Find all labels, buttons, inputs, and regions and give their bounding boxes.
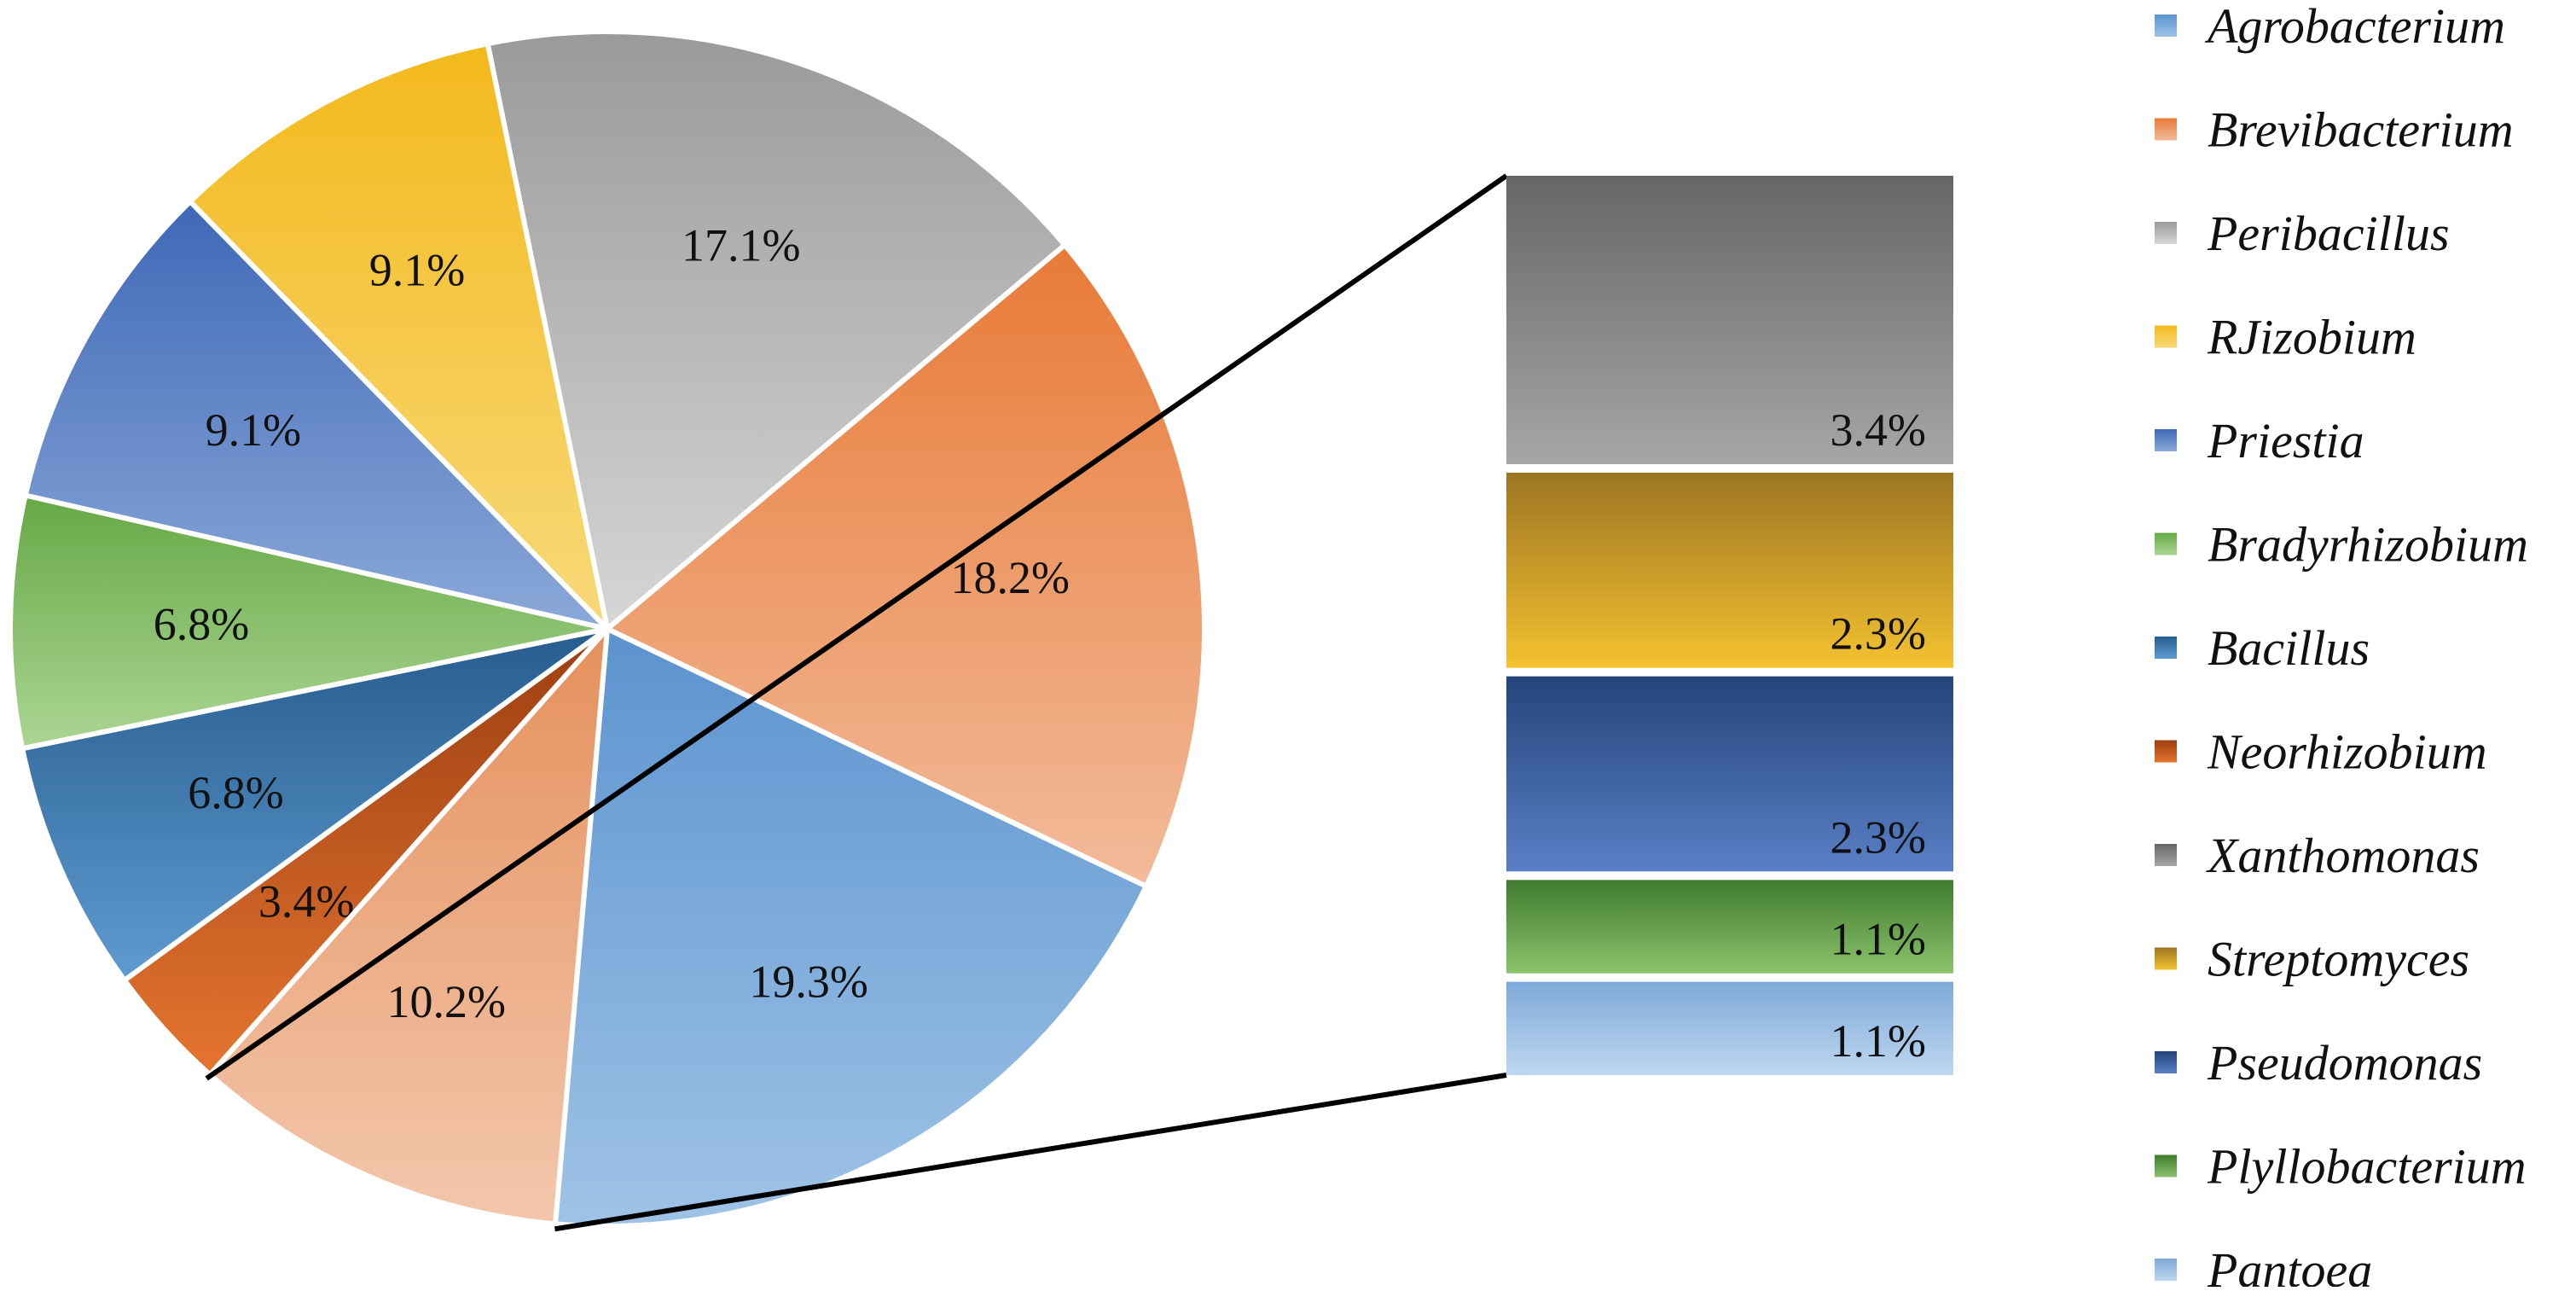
pie-slice-rjizobium (187, 41, 610, 631)
legend-label-plyllobacterium: Plyllobacterium (2207, 1139, 2527, 1195)
pie-slice-bradyrhizobium (8, 492, 610, 752)
bar-label-xanthomonas: 3.4% (1830, 404, 1926, 456)
legend-label-streptomyces: Streptomyces (2208, 932, 2469, 987)
bar-segment-xanthomonas (1506, 176, 1953, 464)
pie-slice-bacillus (20, 626, 610, 983)
legend-swatch-agrobacterium (2155, 15, 2177, 37)
pie-label-other: 10.2% (387, 976, 506, 1027)
pie-slice-brevibacterium (605, 242, 1207, 889)
legend-swatch-bacillus (2155, 637, 2177, 659)
connector-lines (205, 173, 1508, 1232)
legend-label-brevibacterium: Brevibacterium (2208, 102, 2514, 158)
legend-label-bacillus: Bacillus (2208, 620, 2370, 676)
pie: 19.3% 18.2% 17.1% 9.1% 9.1% 6.8% 6.8% 3.4% 10.2% (8, 29, 1207, 1229)
bar-segment-plyllobacterium (1506, 880, 1953, 974)
legend-swatch-priestia (2155, 429, 2177, 451)
connector-line-top (205, 173, 1508, 1081)
legend-swatch-streptomyces (2155, 947, 2177, 970)
pie-slice-priestia (22, 199, 610, 631)
legend-label-neorhizobium: Neorhizobium (2207, 724, 2487, 780)
legend-label-pantoea: Pantoea (2207, 1242, 2372, 1287)
pie-slice-other (207, 626, 610, 1227)
pie-slice-peribacillus (484, 29, 1068, 631)
bar-label-pantoea: 1.1% (1830, 1015, 1926, 1067)
bar-label-streptomyces: 2.3% (1830, 608, 1926, 660)
legend-label-rjizobium: RJizobium (2207, 310, 2416, 365)
legend: Agrobacterium Brevibacterium Peribacillus R… (2155, 0, 2528, 1291)
bar-label-plyllobacterium: 1.1% (1830, 914, 1926, 965)
legend-label-pseudomonas: Pseudomonas (2207, 1035, 2482, 1090)
legend-label-agrobacterium: Agrobacterium (2204, 0, 2505, 54)
bar-segment-streptomyces (1506, 473, 1953, 668)
legend-label-bradyrhizobium: Bradyrhizobium (2208, 517, 2528, 573)
pie-label-neorhizobium: 3.4% (258, 875, 354, 927)
legend-swatch-bradyrhizobium (2155, 532, 2177, 555)
legend-swatch-peribacillus (2155, 222, 2177, 244)
legend-label-priestia: Priestia (2207, 413, 2364, 468)
bar-segment-pantoea (1506, 981, 1953, 1075)
legend-swatch-pseudomonas (2155, 1051, 2177, 1073)
legend-label-peribacillus: Peribacillus (2207, 206, 2450, 261)
legend-swatch-rjizobium (2155, 325, 2177, 348)
legend-swatch-pantoea (2155, 1259, 2177, 1281)
pie-label-agrobacterium: 19.3% (749, 956, 867, 1007)
pie-label-bradyrhizobium: 6.8% (154, 598, 249, 649)
pie-label-peribacillus: 17.1% (682, 220, 800, 271)
pie-label-rjizobium: 9.1% (369, 244, 465, 295)
pie-label-bacillus: 6.8% (188, 767, 283, 818)
bar-label-pseudomonas: 2.3% (1830, 811, 1926, 863)
bar-segment-pseudomonas (1506, 676, 1953, 872)
legend-swatch-plyllobacterium (2155, 1154, 2177, 1178)
legend-label-xanthomonas: Xanthomonas (2206, 828, 2480, 883)
legend-swatch-brevibacterium (2155, 118, 2177, 141)
pie-slice-agrobacterium (552, 626, 1149, 1229)
legend-swatch-xanthomonas (2155, 844, 2177, 866)
stacked-bar: 3.4% 2.3% 2.3% 1.1% 1.1% (1506, 176, 1953, 1075)
pie-label-brevibacterium: 18.2% (950, 552, 1069, 603)
legend-swatch-neorhizobium (2155, 740, 2177, 763)
pie-label-priestia: 9.1% (206, 404, 301, 456)
connector-line-bottom (554, 1073, 1507, 1232)
